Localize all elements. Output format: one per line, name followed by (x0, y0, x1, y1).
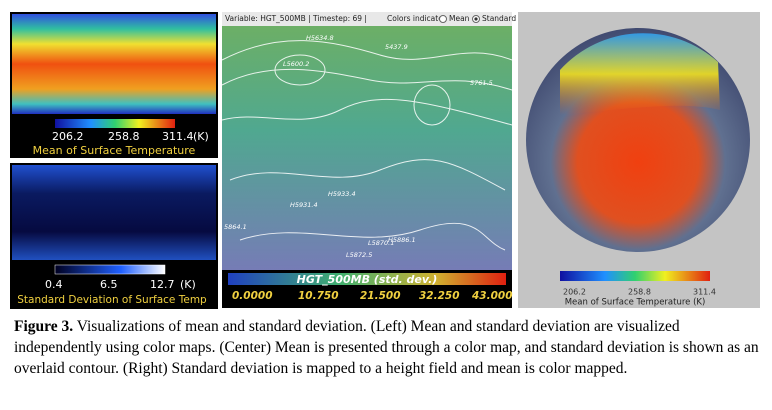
tick-label: 0.4 (45, 278, 63, 291)
unit: (K) (180, 278, 196, 291)
contour-labels: H5634.8 5437.9 L5600.2 5761.5 H5933.4 H5… (224, 34, 493, 259)
contour-label: L5600.2 (283, 60, 309, 68)
caption: Figure 3. Visualizations of mean and sta… (14, 316, 764, 379)
tick-label: 10.750 (298, 290, 339, 302)
tick-label: 311.4 (693, 288, 716, 297)
colorbar-label: Standard Deviation of Surface Temp (17, 294, 207, 306)
radio-dot (474, 17, 478, 21)
contours (221, 40, 513, 251)
tick-label: 258.8 (628, 288, 651, 297)
tick-label: 32.250 (419, 290, 460, 302)
tick-label: 206.2 (563, 288, 586, 297)
map (222, 12, 512, 308)
tick-label: 0.0000 (232, 290, 273, 302)
colorbar-label: Mean of Surface Temperature (33, 144, 196, 157)
tick-label: 6.5 (100, 278, 118, 291)
colorbar (560, 271, 710, 281)
tick-label: 21.500 (360, 290, 401, 302)
tick-label: 206.2 (52, 130, 84, 143)
map (12, 165, 216, 260)
contour-label: 5864.1 (224, 223, 247, 231)
caption-text: Visualizations of mean and standard devi… (14, 318, 759, 377)
contour-label: 5437.9 (385, 43, 408, 51)
header-bar (222, 12, 512, 26)
colorbar (228, 273, 506, 285)
tick-label: 12.7 (150, 278, 175, 291)
colorbar-label: Mean of Surface Temperature (K) (565, 298, 706, 308)
unit: (K) (193, 130, 209, 143)
caption-label: Figure 3. (14, 318, 74, 335)
tick-label: 258.8 (108, 130, 140, 143)
contour-label: L5870.1 (368, 239, 394, 247)
contour-label: L5872.5 (346, 251, 372, 259)
radio-label[interactable]: Mean (449, 14, 470, 23)
tick-label: 43.000 (471, 290, 513, 302)
tick-label: 311.4 (162, 130, 194, 143)
contour-label: 5761.5 (470, 79, 493, 87)
contour-label: H5634.8 (306, 34, 334, 42)
contour-label: H5886.1 (388, 236, 416, 244)
colorbar-title: HGT_500MB (std. dev.) (297, 273, 438, 286)
colorbar (54, 264, 166, 275)
radio[interactable] (439, 15, 447, 23)
globe-cap (560, 33, 720, 115)
contour-label: H5931.4 (290, 201, 318, 209)
figure: 206.2 258.8 311.4 (K) Mean of Surface Te… (10, 12, 760, 309)
colorbar (55, 119, 175, 128)
map (12, 14, 216, 114)
header: Variable: HGT_500MB | Timestep: 69 | (225, 14, 367, 23)
legend-label: Colors indicate: (387, 14, 445, 23)
contour-label: H5933.4 (328, 190, 356, 198)
